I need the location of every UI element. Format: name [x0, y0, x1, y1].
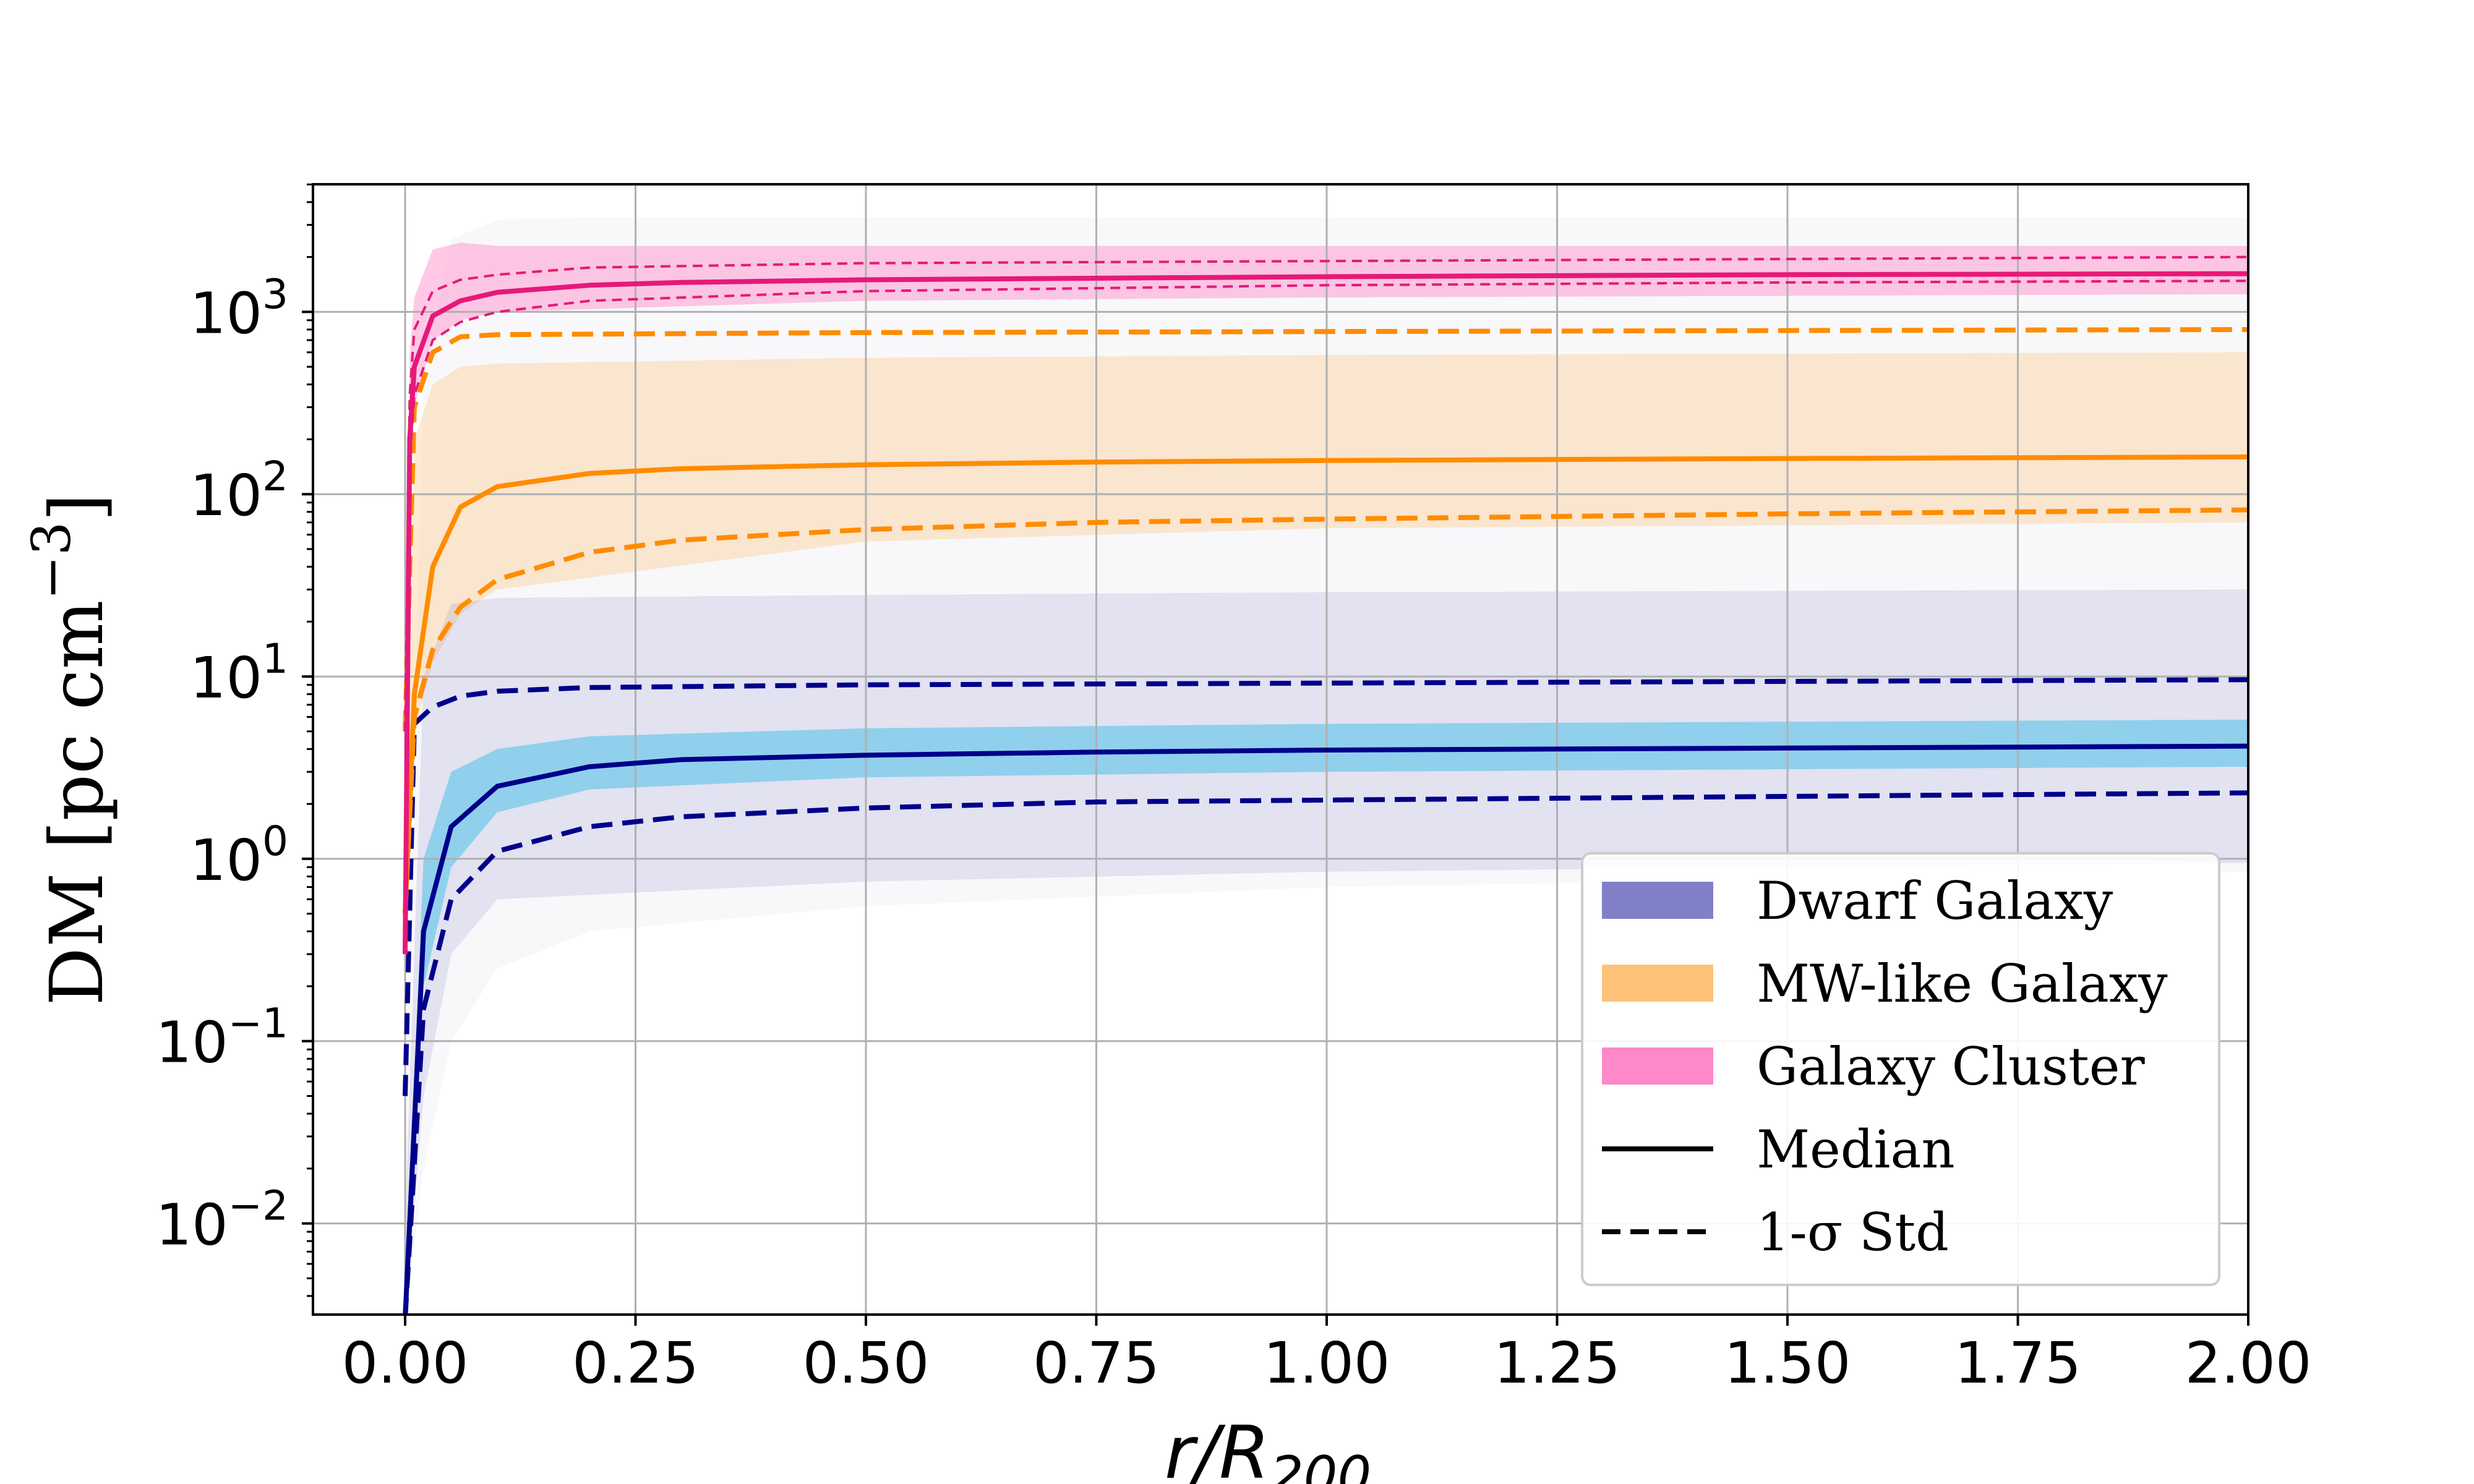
legend-label-galaxy-cluster: Galaxy Cluster [1757, 1036, 2145, 1097]
x-tick-label: 0.75 [1033, 1330, 1160, 1396]
series-galaxy-cluster-median [403, 271, 2248, 955]
y-tick-label: 10−1 [156, 1000, 288, 1076]
series-dwarf-galaxy-lower [403, 790, 2248, 1315]
series-dwarf-galaxy-upper [403, 677, 2248, 1096]
x-axis-label: r/R200 [1165, 1410, 1371, 1484]
legend-swatch-galaxy-cluster [1602, 1047, 1713, 1085]
y-axis-label: DM [pc cm−3] [21, 493, 119, 1006]
y-tick-label: 100 [190, 817, 288, 893]
legend-swatch-mw-like-galaxy [1602, 965, 1713, 1002]
legend: Dwarf Galaxy MW-like Galaxy Galaxy Cluster… [1581, 852, 2220, 1286]
y-tick-label: 101 [190, 635, 288, 711]
y-tick-label: 102 [190, 453, 288, 529]
x-tick-label: 0.50 [803, 1330, 930, 1396]
legend-box [1581, 852, 2220, 1286]
legend-label-1-std: 1-σ Std [1757, 1202, 1949, 1263]
lines-layer [403, 255, 2248, 1315]
x-tick-label: 2.00 [2185, 1330, 2312, 1396]
y-tick-label: 103 [190, 270, 288, 346]
x-tick-label: 1.00 [1264, 1330, 1390, 1396]
x-tick-label: 1.50 [1724, 1330, 1851, 1396]
series-galaxy-cluster-lower [404, 279, 2248, 955]
x-tick-label: 0.25 [572, 1330, 699, 1396]
series-mw-like-galaxy-median [403, 454, 2248, 914]
ticks-layer: 0.00 0.25 0.50 0.75 1.00 1.25 1.50 1.75 2.00 10−2… [156, 183, 2312, 1396]
legend-label-median: Median [1757, 1119, 1955, 1180]
x-tick-label: 0.00 [342, 1330, 469, 1396]
x-tick-label: 1.75 [1954, 1330, 2081, 1396]
series-dwarf-galaxy-median [403, 743, 2248, 1315]
series-mw-like-galaxy-lower [403, 507, 2248, 914]
legend-swatch-dwarf-galaxy [1602, 882, 1713, 919]
y-tick-label: 10−2 [156, 1182, 288, 1258]
legend-label-mw-like-galaxy: MW-like Galaxy [1757, 953, 2168, 1014]
band-dwarf-galaxy-core-band [405, 719, 2248, 1315]
legend-label-dwarf-galaxy: Dwarf Galaxy [1757, 871, 2113, 931]
series-mw-like-galaxy-upper [403, 326, 2248, 731]
x-tick-label: 1.25 [1494, 1330, 1620, 1396]
